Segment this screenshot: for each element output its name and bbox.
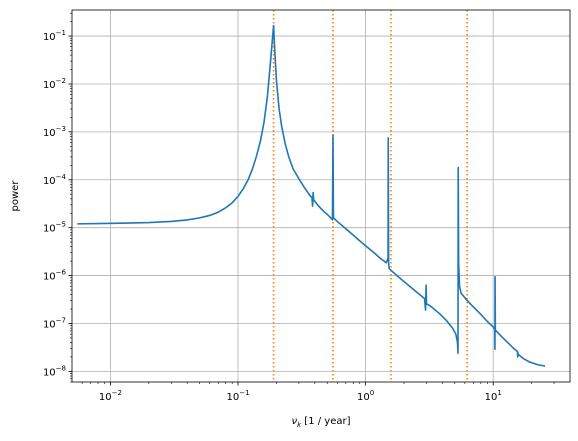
y-tick-label: 10−3	[43, 125, 66, 139]
x-axis-label: νk [1 / year]	[291, 416, 350, 429]
x-axis-unit: [1 / year]	[301, 416, 350, 427]
y-tick-label: 10−4	[43, 173, 67, 187]
x-axis-symbol: ν	[291, 416, 297, 427]
x-tick-label: 100	[357, 389, 374, 403]
plot-frame	[71, 9, 571, 383]
x-tick-labels: 10−2 10−1 100 101	[99, 389, 502, 403]
y-tick-label: 10−2	[43, 77, 66, 91]
x-axis-subscript: k	[297, 421, 302, 429]
y-axis-label: power	[10, 180, 21, 212]
y-tick-label: 10−7	[43, 316, 66, 330]
series-line	[77, 24, 546, 367]
grid	[72, 10, 570, 382]
y-tick-labels: 10−8 10−7 10−6 10−5 10−4 10−3 10−2 10−1	[43, 29, 67, 378]
series	[77, 24, 546, 367]
y-tick-label: 10−1	[43, 29, 66, 43]
x-tick-label: 10−1	[226, 389, 249, 403]
ticks	[68, 12, 555, 386]
x-tick-label: 101	[485, 389, 502, 403]
y-tick-label: 10−6	[43, 269, 67, 283]
y-tick-label: 10−8	[43, 364, 66, 378]
y-tick-label: 10−5	[43, 221, 66, 235]
x-tick-label: 10−2	[99, 389, 122, 403]
reference-lines	[272, 10, 468, 382]
